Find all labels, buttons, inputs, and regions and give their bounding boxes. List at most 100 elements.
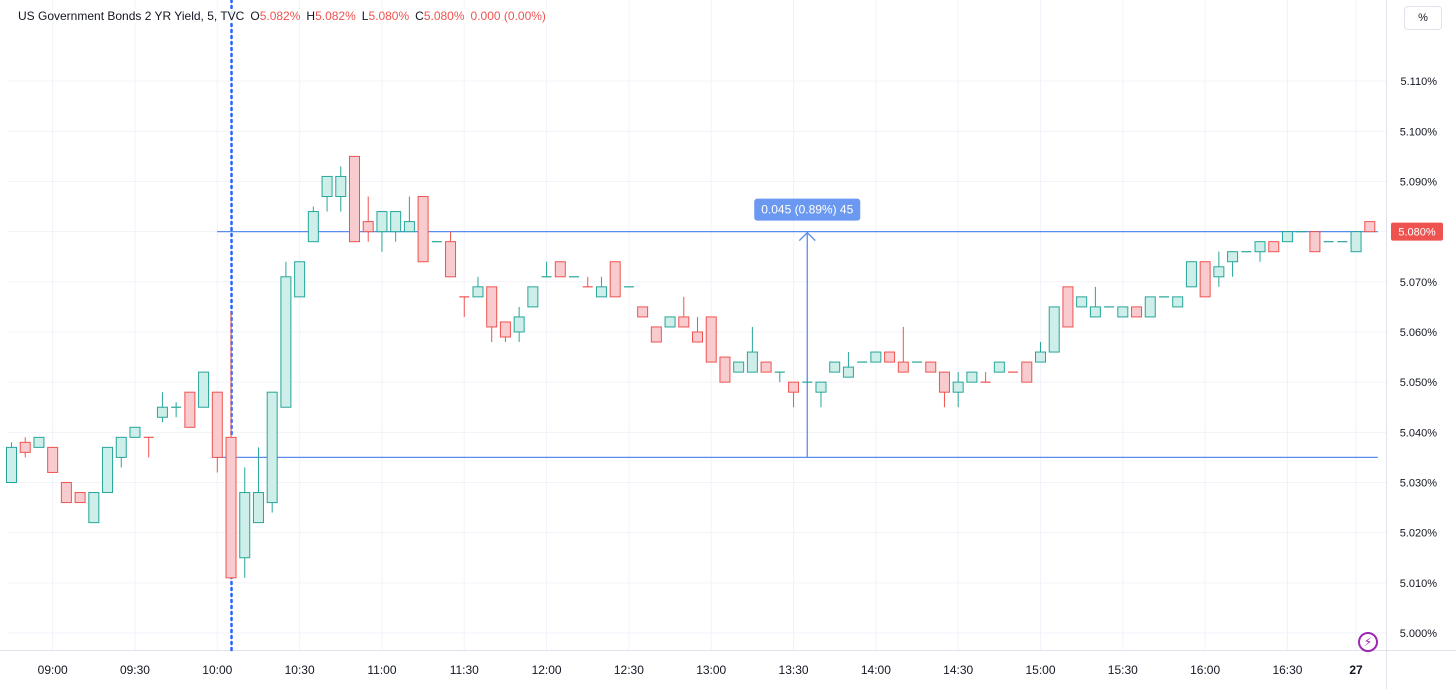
candle [376, 211, 388, 252]
candle-body [1117, 306, 1129, 318]
candle-body [1281, 231, 1293, 243]
x-tick-label: 10:30 [285, 663, 315, 677]
y-tick-label: 5.090% [1400, 176, 1438, 188]
candle-body [705, 316, 717, 363]
candle-body [486, 286, 498, 328]
candle [445, 231, 457, 278]
candle [266, 391, 278, 513]
candle-body [60, 481, 72, 504]
candle [760, 361, 772, 373]
candle [746, 326, 758, 373]
candle-body [1021, 361, 1033, 383]
candle-body [362, 221, 374, 233]
candle [1089, 286, 1101, 318]
candle [307, 206, 319, 243]
candle-body [1227, 251, 1239, 263]
candle-body [376, 211, 388, 233]
candle [156, 392, 168, 423]
y-tick-label: 5.020% [1400, 528, 1438, 540]
candle [1062, 286, 1074, 328]
last-price-tag[interactable] [1391, 222, 1443, 241]
candle-body [1172, 296, 1184, 308]
candle [321, 175, 333, 212]
y-tick-label: 5.010% [1400, 578, 1438, 590]
candle [88, 492, 100, 524]
candle-body [335, 175, 347, 198]
candle [884, 351, 896, 363]
candle-body [554, 261, 566, 278]
high-label: H [306, 9, 316, 23]
candle [609, 261, 621, 298]
time-axis[interactable]: 09:00 09:30 10:00 10:30 11:00 11:30 12:00 12:30… [38, 663, 1363, 677]
candle-body [417, 196, 429, 263]
candle [239, 467, 251, 578]
candle-body [156, 406, 168, 418]
candle [1035, 342, 1046, 363]
candle [1254, 241, 1266, 262]
candle-body [211, 391, 223, 458]
candle [1213, 251, 1225, 287]
candle-body [280, 276, 292, 408]
x-tick-label: 15:00 [1025, 663, 1055, 677]
candle [499, 321, 511, 343]
symbol-title[interactable]: US Government Bonds 2 YR Yield, 5, TVC [18, 9, 245, 23]
candle [815, 381, 827, 408]
candle [1268, 241, 1280, 253]
candle-body [321, 175, 333, 198]
candle [102, 446, 114, 494]
candle-body [692, 331, 703, 343]
candle-body [760, 361, 772, 373]
candle-body [1268, 241, 1280, 253]
low-label: L [361, 9, 369, 23]
candle [1144, 296, 1156, 318]
candle-body [993, 361, 1005, 373]
candle [692, 316, 703, 343]
measure-label-box[interactable] [754, 198, 861, 221]
candle [417, 196, 429, 263]
candle [993, 361, 1005, 373]
candle-body [1199, 261, 1211, 298]
candles [6, 155, 1376, 579]
candle [1350, 231, 1362, 253]
candle-body [1131, 306, 1143, 318]
candle-body [102, 446, 114, 494]
y-tick-label: 5.030% [1400, 477, 1438, 489]
candle [870, 351, 882, 363]
candle [1199, 261, 1211, 298]
open-label: O [250, 9, 260, 23]
candle-body [1350, 231, 1362, 253]
candle [980, 372, 991, 383]
candle [527, 286, 539, 308]
measure-arrowhead[interactable] [798, 231, 816, 242]
candle-body [1048, 306, 1060, 353]
last-price-label: 5.080% [1398, 227, 1436, 239]
candle [541, 261, 552, 278]
candle [6, 442, 17, 483]
drawing-tools[interactable]: 0.045 (0.89%) 45 [217, 0, 1378, 652]
candle [362, 196, 374, 242]
candle-body [1185, 261, 1197, 288]
candle [897, 326, 909, 373]
lightning-icon[interactable]: ⚡︎ [1358, 632, 1378, 652]
x-tick-label: 16:00 [1190, 663, 1220, 677]
candle-body [307, 211, 319, 243]
candle [1131, 306, 1143, 318]
candle-body [1144, 296, 1156, 318]
x-tick-label: 27 [1349, 663, 1363, 677]
candle [1185, 261, 1197, 288]
candle [143, 436, 154, 458]
candle [211, 391, 223, 473]
candle-body [445, 241, 457, 278]
candle-body [184, 391, 196, 428]
candle-body [294, 261, 306, 298]
price-axis[interactable]: 5.000% 5.010% 5.020% 5.030% 5.040% 5.050% 5.06… [1391, 76, 1443, 640]
percent-scale-button[interactable]: % [1404, 6, 1442, 30]
candle-body [6, 446, 17, 483]
close-label: C [415, 9, 424, 23]
candle-body [74, 492, 86, 504]
y-tick-label: 5.050% [1400, 377, 1438, 389]
candle [486, 286, 498, 343]
candle-body [664, 316, 676, 328]
